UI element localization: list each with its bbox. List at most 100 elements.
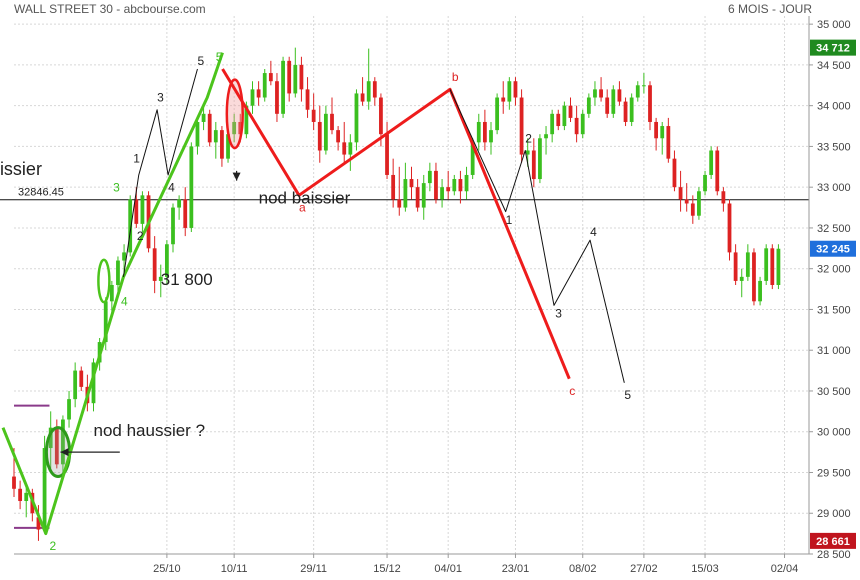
y-tick-label: 29 500	[817, 467, 851, 479]
candle-down	[299, 64, 304, 90]
candle-up	[764, 248, 769, 281]
candle-up	[109, 285, 114, 302]
y-tick-label: 30 000	[817, 427, 851, 439]
candle-up	[593, 89, 597, 98]
candle-down	[305, 89, 310, 110]
candle-up	[177, 199, 182, 208]
annotation-label: 4	[121, 294, 128, 308]
candle-up	[452, 179, 457, 192]
candle-down	[654, 121, 659, 139]
candle-down	[684, 199, 689, 204]
candle-down	[501, 97, 506, 102]
candle-down	[385, 134, 389, 175]
candle-down	[574, 117, 579, 135]
candle-up	[470, 142, 475, 175]
candle-up	[213, 130, 218, 143]
y-tick-label: 35 000	[817, 19, 851, 31]
candle-up	[226, 134, 230, 159]
arrow-head	[60, 448, 69, 457]
candle-down	[568, 105, 573, 118]
candle-up	[427, 170, 432, 184]
candle-down	[36, 517, 41, 530]
candle-up	[586, 97, 591, 114]
annotation-label: nod baissier	[259, 188, 351, 207]
candle-down	[770, 248, 775, 285]
candle-up	[476, 121, 481, 143]
candle-up	[116, 260, 120, 285]
candle-up	[189, 146, 194, 228]
annotation-label: 2	[525, 131, 532, 145]
candle-up	[611, 89, 616, 114]
candle-up	[201, 113, 206, 122]
candle-up	[538, 138, 542, 180]
candle-down	[379, 97, 383, 135]
candle-up	[635, 85, 640, 98]
candle-down	[415, 187, 420, 208]
annotation-label: issier	[0, 159, 42, 179]
candle-up	[464, 174, 469, 192]
candle-up	[73, 370, 78, 400]
candle-down	[513, 81, 518, 98]
candle-down	[690, 203, 695, 216]
candle-up	[250, 89, 255, 106]
y-tick-label: 32 000	[817, 264, 851, 276]
y-tick-label: 33 500	[817, 141, 851, 153]
candle-up	[91, 362, 96, 404]
candle-up	[140, 195, 145, 224]
candle-down	[330, 113, 334, 131]
candle-up	[550, 113, 555, 135]
y-tick-label: 34 500	[817, 60, 851, 72]
annotation-label: 31 800	[161, 270, 213, 289]
candle-down	[391, 174, 396, 200]
candle-up	[61, 419, 65, 465]
candle-down	[752, 252, 756, 302]
chart-annotations: nod haussier ? nod baissier 31 800 issier 1 2…	[0, 50, 631, 553]
annotation-label: 2	[49, 539, 56, 553]
x-tick-label: 08/02	[569, 563, 597, 575]
candle-up	[709, 150, 714, 175]
candle-up	[507, 81, 512, 102]
candle-up	[745, 252, 750, 277]
price-label-box-last	[810, 240, 856, 257]
trend-line	[221, 68, 571, 380]
y-tick-label: 31 500	[817, 304, 851, 316]
candle-up	[440, 187, 444, 200]
candle-down	[531, 150, 536, 180]
candle-up	[354, 93, 359, 143]
candle-down	[482, 121, 487, 143]
candle-down	[220, 130, 224, 159]
candle-down	[342, 142, 347, 155]
candle-down	[336, 130, 341, 143]
candle-up	[562, 105, 567, 127]
candle-up	[348, 142, 353, 155]
candle-down	[134, 199, 139, 224]
candle-up	[42, 448, 47, 530]
candle-down	[678, 187, 683, 200]
candle-up	[24, 492, 29, 502]
chart-title: WALL STREET 30 - abcbourse.com	[14, 2, 206, 16]
candle-up	[195, 121, 200, 147]
y-tick-label: 28 500	[817, 549, 851, 561]
candle-down	[275, 81, 279, 114]
candle-down	[409, 179, 414, 188]
y-tick-label: 29 000	[817, 508, 851, 520]
candle-up	[232, 121, 237, 135]
candle-up	[171, 207, 175, 245]
annotation-label: 1	[133, 152, 140, 166]
x-tick-label: 23/01	[502, 563, 530, 575]
candle-up	[158, 276, 163, 281]
candle-down	[183, 199, 188, 228]
annotation-label: 3	[113, 180, 120, 194]
candle-up	[703, 174, 707, 192]
annotation-label: 2	[137, 229, 144, 243]
candle-down	[458, 179, 463, 192]
candle-down	[733, 252, 738, 281]
annotation-label: 5	[197, 54, 204, 68]
candle-down	[311, 109, 316, 122]
annotation-label: c	[569, 384, 575, 398]
candle-up	[641, 85, 646, 87]
candle-up	[122, 252, 126, 261]
candlesticks	[12, 47, 781, 541]
y-tick-label: 34 000	[817, 101, 851, 113]
x-tick-label: 15/03	[691, 563, 719, 575]
